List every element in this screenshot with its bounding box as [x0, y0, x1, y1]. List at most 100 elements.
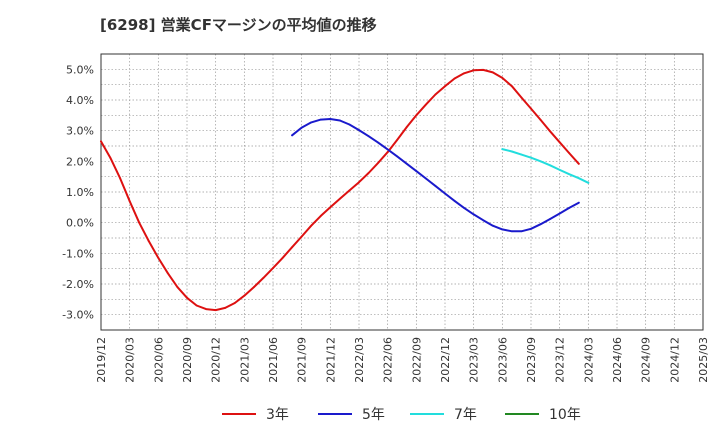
data-point: [539, 160, 542, 163]
data-point: [530, 107, 532, 110]
data-point: [319, 118, 322, 121]
data-point: [386, 151, 389, 154]
data-point: [386, 148, 389, 151]
data-point: [147, 240, 150, 242]
data-point: [568, 152, 571, 154]
y-tick-label: 2.0%: [66, 155, 94, 168]
data-point: [195, 304, 198, 307]
legend-label: 5年: [362, 407, 385, 423]
data-point: [338, 119, 341, 122]
x-tick-label: 2023/06: [496, 337, 509, 383]
data-point: [530, 156, 532, 159]
data-point: [558, 169, 561, 171]
data-point: [109, 157, 112, 160]
data-point: [510, 150, 513, 153]
data-point: [100, 140, 102, 143]
data-point: [463, 207, 466, 209]
data-point: [310, 121, 313, 124]
data-point: [367, 172, 370, 174]
x-tick-label: 2021/09: [296, 337, 309, 383]
data-point: [587, 181, 590, 184]
legend-label: 3年: [266, 407, 289, 423]
data-point: [434, 93, 437, 96]
data-point: [558, 212, 561, 215]
data-point: [300, 235, 303, 238]
chart-title: [6298] 営業CFマージンの平均値の推移: [100, 16, 377, 34]
x-tick-label: 2022/09: [410, 337, 423, 383]
series-line: [501, 148, 590, 184]
y-tick-label: -1.0%: [62, 247, 94, 260]
data-point: [424, 177, 427, 180]
data-point: [358, 181, 360, 184]
data-point: [539, 223, 542, 226]
data-point: [577, 162, 580, 165]
data-point: [405, 126, 408, 128]
grid-layer: [100, 53, 704, 331]
x-tick-label: 2020/09: [181, 337, 194, 383]
data-point: [577, 201, 580, 204]
data-point: [463, 72, 466, 75]
data-point: [329, 206, 332, 209]
y-tick-label: 0.0%: [66, 217, 94, 230]
data-point: [577, 177, 580, 180]
data-point: [214, 309, 217, 311]
legend-item: 10年: [505, 407, 581, 423]
data-point: [501, 148, 504, 150]
data-point: [501, 77, 504, 79]
data-point: [549, 164, 552, 167]
series-3: [501, 148, 590, 184]
x-tick-label: 2022/03: [353, 337, 366, 383]
y-tick-label: -2.0%: [62, 278, 94, 291]
data-point: [549, 218, 552, 220]
data-point: [233, 302, 236, 304]
data-point: [262, 276, 265, 279]
data-point: [472, 213, 475, 216]
y-tick-label: 5.0%: [66, 63, 94, 76]
data-point: [281, 257, 284, 259]
data-point: [568, 173, 571, 176]
data-point: [472, 69, 475, 72]
x-tick-label: 2023/12: [554, 337, 567, 383]
data-point: [491, 224, 494, 227]
x-tick-label: 2022/06: [382, 337, 395, 383]
data-point: [272, 267, 274, 269]
data-point: [501, 228, 504, 231]
data-point: [510, 85, 513, 88]
data-point: [520, 153, 523, 156]
x-tick-label: 2021/06: [267, 337, 280, 383]
x-tick-label: 2024/12: [668, 337, 681, 383]
data-point: [186, 296, 188, 299]
data-point: [310, 224, 313, 227]
y-tick-label: 3.0%: [66, 125, 94, 138]
x-tick-label: 2019/12: [95, 337, 108, 383]
data-point: [205, 308, 208, 311]
data-point: [539, 119, 542, 121]
x-tick-label: 2021/12: [324, 337, 337, 383]
data-point: [424, 103, 427, 106]
x-tick-label: 2024/09: [640, 337, 653, 383]
legend-item: 7年: [410, 407, 477, 423]
data-point: [568, 207, 571, 209]
data-point: [482, 69, 485, 71]
x-tick-label: 2024/06: [611, 337, 624, 383]
x-tick-label: 2022/12: [439, 337, 452, 383]
data-point: [482, 219, 485, 222]
x-tick-label: 2020/03: [124, 337, 137, 383]
y-tick-label: -3.0%: [62, 309, 94, 322]
data-point: [252, 286, 255, 288]
data-point: [300, 126, 303, 129]
data-point: [224, 307, 227, 309]
data-point: [415, 114, 418, 117]
data-point: [377, 161, 380, 164]
data-point: [119, 177, 122, 180]
data-point: [530, 227, 532, 230]
data-point: [338, 197, 341, 200]
data-point: [520, 230, 523, 233]
x-tick-label: 2020/06: [152, 337, 165, 383]
data-point: [138, 221, 141, 224]
data-point: [329, 118, 332, 120]
x-tick-label: 2023/03: [468, 337, 481, 383]
legend-item: 3年: [222, 407, 289, 423]
data-point: [405, 162, 408, 165]
data-point: [128, 200, 131, 203]
